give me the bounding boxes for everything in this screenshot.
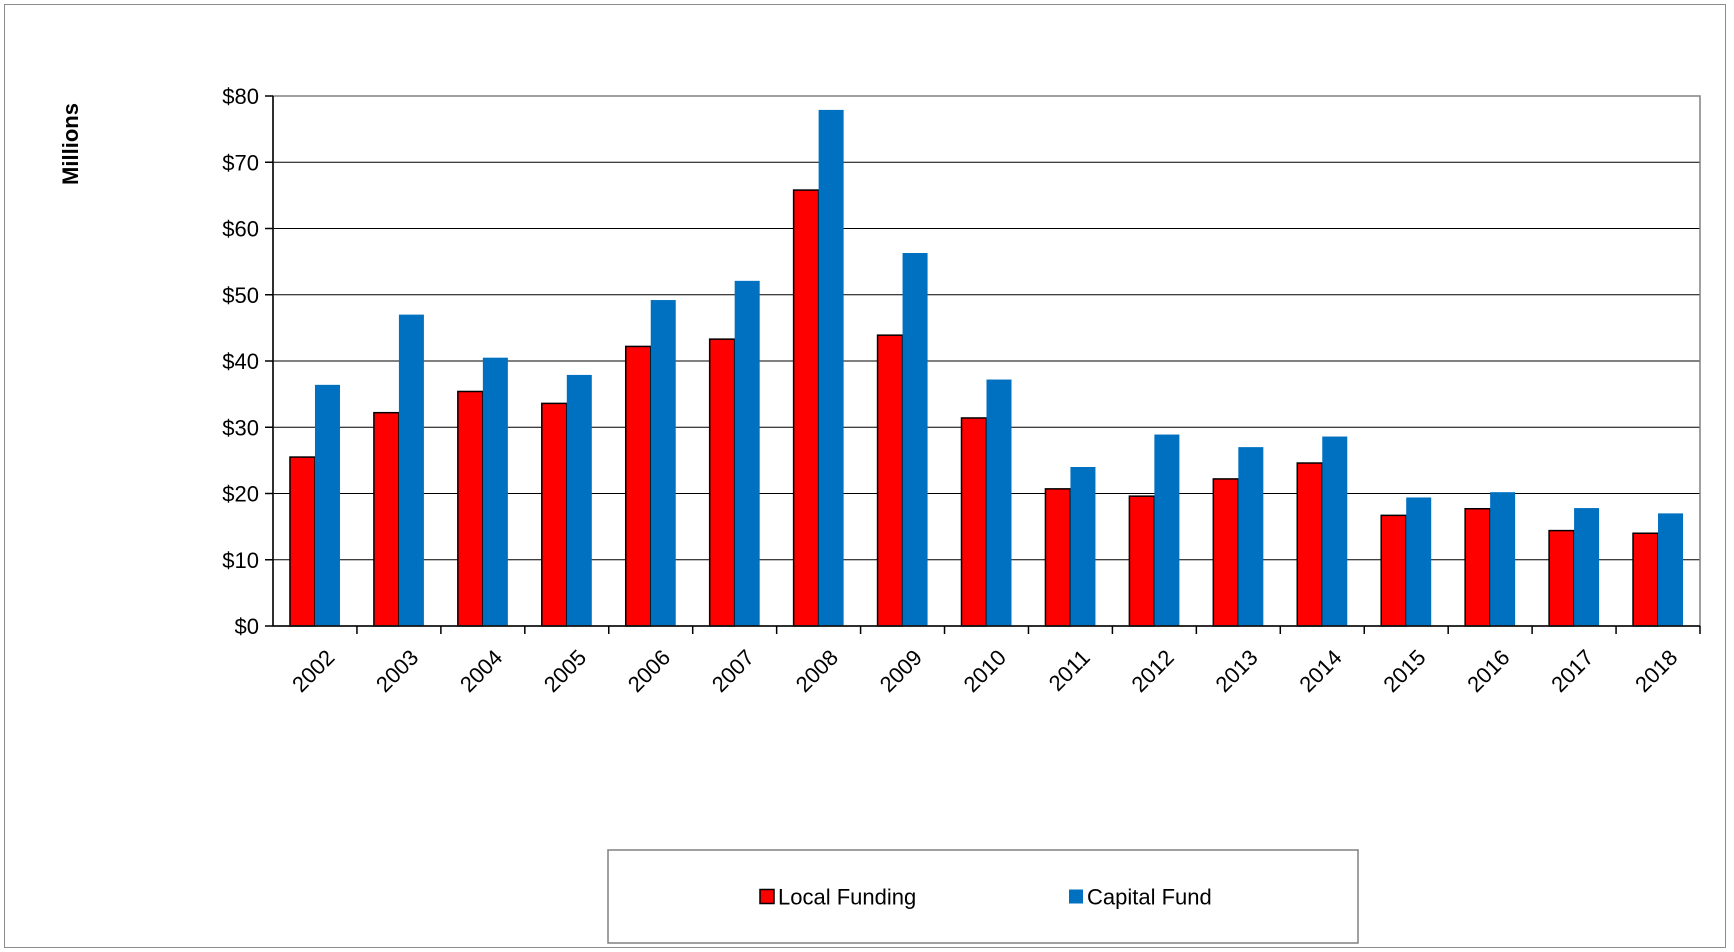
bar-capital-fund: [482, 357, 508, 626]
legend-swatch-capital-fund: [1069, 889, 1083, 904]
x-tick-label: 2005: [539, 645, 591, 697]
y-tick-labels: $0 $10 $20 $30 $40 $50 $60 $70 $80: [222, 84, 259, 639]
bar-capital-fund: [818, 109, 844, 627]
bar-local-funding: [1128, 495, 1156, 627]
legend: Local Funding Capital Fund: [607, 849, 1359, 944]
bar-capital-fund: [1406, 497, 1432, 626]
bar-local-funding: [960, 417, 988, 627]
x-tick-label: 2014: [1294, 645, 1346, 697]
bars: [289, 109, 1684, 627]
bar-local-funding: [457, 390, 484, 627]
y-tick-label: $40: [222, 349, 259, 374]
bar-local-funding: [1212, 478, 1240, 627]
y-tick-label: $80: [222, 84, 259, 109]
bar-local-funding: [289, 456, 316, 627]
y-tick-label: $30: [222, 415, 259, 440]
bar-local-funding: [1548, 529, 1575, 627]
bar-capital-fund: [1238, 447, 1264, 626]
bar-capital-fund: [1070, 467, 1096, 626]
bar-local-funding: [1632, 532, 1659, 627]
bar-local-funding: [1044, 488, 1072, 627]
x-tick-label: 2002: [287, 645, 339, 697]
legend-label-capital-fund: Capital Fund: [1087, 885, 1212, 910]
x-tick-label: 2011: [1044, 645, 1095, 696]
x-tick-label: 2008: [791, 645, 843, 697]
bar-local-funding: [373, 411, 400, 627]
y-tick-label: $70: [222, 150, 259, 175]
bar-local-funding: [624, 345, 652, 627]
y-tick-label: $0: [235, 614, 259, 639]
x-tick-label: 2009: [875, 645, 927, 697]
legend-box: [607, 849, 1359, 944]
x-tick-label: 2016: [1462, 645, 1514, 697]
axes: [265, 95, 1701, 634]
bar-capital-fund: [986, 379, 1012, 626]
legend-swatch-local-funding: [759, 888, 775, 905]
bar-local-funding: [1296, 462, 1324, 627]
legend-label-local-funding: Local Funding: [778, 885, 916, 910]
y-tick-label: $50: [222, 283, 259, 308]
bar-local-funding: [541, 402, 568, 627]
bar-capital-fund: [398, 314, 424, 626]
bar-capital-fund: [1154, 434, 1180, 626]
y-tick-label: $60: [222, 217, 259, 242]
x-tick-label: 2006: [623, 645, 675, 697]
bar-local-funding: [1464, 507, 1491, 627]
x-tick-label: 2013: [1210, 645, 1262, 697]
bar-local-funding: [708, 338, 736, 627]
x-tick-labels: 2002 2003 2004 2005 2006 2007 2008 2009 2010 2011…: [287, 645, 1682, 697]
bar-local-funding: [876, 334, 904, 627]
bar-capital-fund: [650, 300, 676, 626]
gridlines: [273, 95, 1700, 561]
x-tick-label: 2010: [959, 645, 1011, 697]
bar-capital-fund: [1574, 508, 1600, 626]
x-tick-label: 2015: [1378, 645, 1430, 697]
x-tick-label: 2007: [707, 645, 759, 697]
bar-local-funding: [1380, 514, 1407, 627]
y-tick-label: $20: [222, 482, 259, 507]
bar-capital-fund: [734, 280, 760, 626]
x-tick-label: 2004: [455, 645, 507, 697]
bar-capital-fund: [1322, 436, 1348, 626]
bar-local-funding: [792, 189, 820, 627]
y-tick-label: $10: [222, 548, 259, 573]
x-tick-label: 2017: [1546, 645, 1598, 697]
y-axis-title: Millions: [58, 103, 83, 185]
bar-capital-fund: [1490, 492, 1516, 626]
bar-capital-fund: [566, 374, 592, 626]
bar-capital-fund: [314, 384, 340, 626]
x-tick-label: 2012: [1127, 645, 1179, 697]
bar-capital-fund: [1658, 513, 1684, 626]
bar-capital-fund: [902, 253, 928, 626]
x-tick-label: 2018: [1630, 645, 1682, 697]
x-tick-label: 2003: [371, 645, 423, 697]
